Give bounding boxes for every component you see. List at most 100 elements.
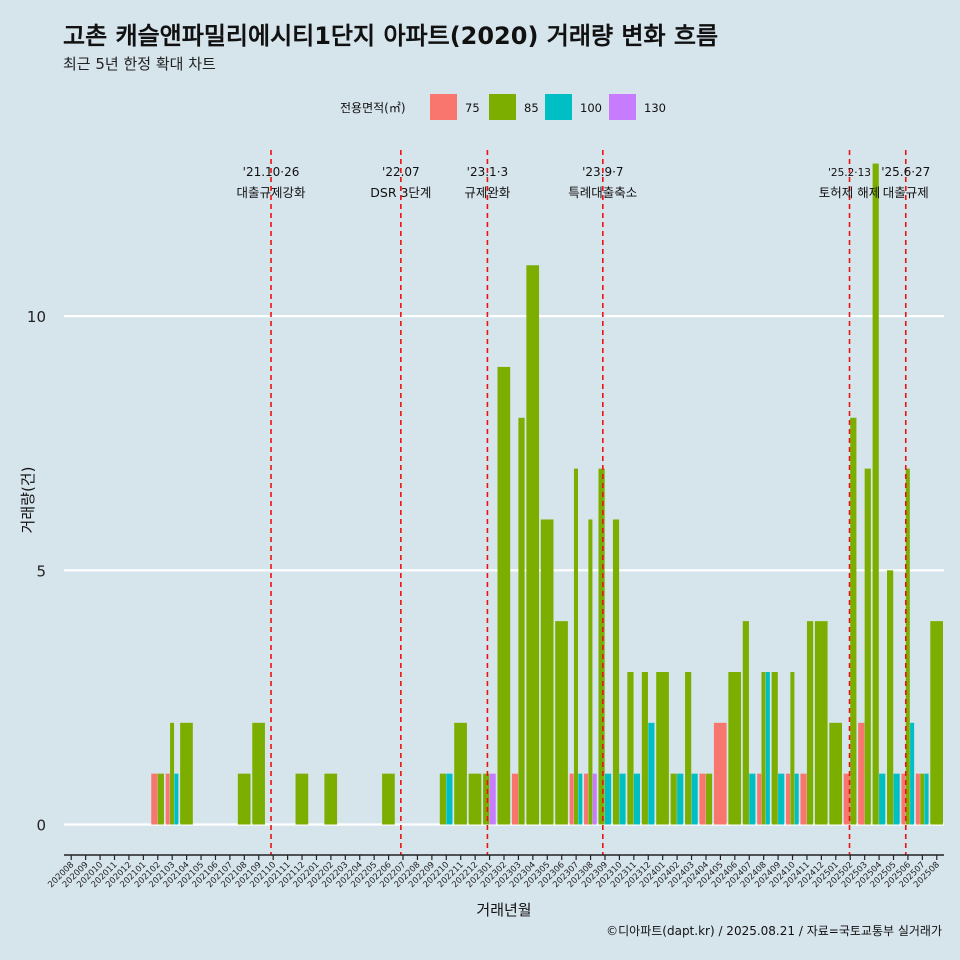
bar-100-202409	[778, 773, 785, 825]
bar-85-202409	[771, 671, 778, 825]
bar-100-202407	[749, 773, 756, 825]
bar-100-202312	[648, 722, 655, 825]
plot-area: '21.10·26 대출규제강화 '22.07 DSR 3단계 '23.1·3 규제완화 '…	[27, 150, 944, 890]
bar-100-202307	[578, 773, 583, 825]
bar-100-202408	[765, 671, 770, 825]
bar-85-202212	[468, 773, 482, 825]
footer-caption: ©디아파트(dapt.kr) / 2025.08.21 / 자료=국토교통부 실…	[606, 924, 942, 938]
bar-75-202404	[699, 773, 706, 825]
bar-100-202403	[691, 773, 698, 825]
event-label: DSR 3단계	[370, 185, 431, 200]
bar-85-202504	[872, 163, 879, 825]
bar-85-202310	[612, 519, 620, 825]
legend-title: 전용면적(㎡)	[340, 101, 406, 115]
bar-85-202507	[920, 773, 925, 825]
bar-75-202410	[786, 773, 791, 825]
bar-75-202308	[584, 773, 589, 825]
event-label: 대출규제	[883, 185, 929, 200]
legend-swatch-85	[489, 94, 516, 120]
event-date: '25.6·27	[881, 165, 930, 179]
bar-85-202302	[497, 366, 511, 825]
bar-75-202411	[800, 773, 807, 825]
bar-85-202104	[180, 722, 193, 825]
bar-100-202507	[924, 773, 929, 825]
event-label: 규제완화	[464, 185, 511, 200]
legend-label: 75	[465, 101, 480, 115]
legend-swatch-100	[545, 94, 572, 120]
event-date: '21.10·26	[243, 165, 300, 179]
bar-85-202506	[905, 468, 910, 825]
bar-100-202505	[893, 773, 900, 825]
bar-85-202102	[157, 773, 164, 825]
bar-85-202410	[790, 671, 795, 825]
legend-label: 85	[524, 101, 539, 115]
x-axis-label: 거래년월	[476, 901, 531, 919]
bar-100-202309	[604, 773, 612, 825]
bar-75-202303	[511, 773, 519, 825]
chart-subtitle: 최근 5년 한정 확대 차트	[63, 55, 216, 73]
event-label: 대출규제강화	[237, 185, 307, 200]
bar-85-202103	[170, 722, 175, 825]
bar-100-202410	[794, 773, 799, 825]
bar-85-202406	[728, 671, 742, 825]
legend-label: 130	[644, 101, 666, 115]
event-date: '23.9·7	[582, 165, 623, 179]
bar-85-202412	[814, 621, 828, 825]
bar-85-202304	[526, 265, 540, 825]
event-label: 특례대출축소	[568, 185, 637, 200]
bar-85-202206	[382, 773, 395, 825]
event-date: '25.2·13	[828, 167, 871, 179]
bar-85-202303	[518, 417, 525, 825]
bar-85-202403	[685, 671, 692, 825]
event-date: '22.07	[382, 165, 420, 179]
bar-75-202103	[165, 773, 170, 825]
bar-85-202312	[641, 671, 648, 825]
bar-85-202309	[598, 468, 605, 825]
bar-85-202108	[237, 773, 251, 825]
bar-100-202311	[633, 773, 641, 825]
bar-75-202405	[713, 722, 727, 825]
bar-85-202503	[864, 468, 871, 825]
bar-85-202404	[705, 773, 713, 825]
bar-100-202310	[619, 773, 626, 825]
bar-85-202307	[573, 468, 578, 825]
event-date: '23.1·3	[467, 165, 508, 179]
bar-85-202408	[761, 671, 766, 825]
bar-100-202210	[446, 773, 453, 825]
bar-100-202103	[174, 773, 179, 825]
bar-85-202109	[252, 722, 265, 825]
chart-title: 고촌 캐슬앤파밀리에시티1단지 아파트(2020) 거래량 변화 흐름	[63, 22, 718, 50]
bar-85-202301	[483, 773, 490, 825]
bar-75-202507	[915, 773, 920, 825]
bar-85-202502	[850, 417, 857, 825]
bar-85-202210	[439, 773, 446, 825]
legend-label: 100	[580, 101, 602, 115]
bar-85-202311	[627, 671, 634, 825]
bar-100-202506	[910, 722, 915, 825]
bar-100-202504	[879, 773, 886, 825]
bar-85-202202	[324, 773, 338, 825]
event-label: 토허제 해제	[819, 185, 880, 200]
bar-75-202503	[858, 722, 865, 825]
bar-85-202401	[656, 671, 669, 825]
y-tick-label: 0	[36, 816, 46, 834]
bar-75-202307	[569, 773, 574, 825]
bar-75-202408	[757, 773, 762, 825]
bar-85-202505	[887, 570, 894, 825]
bar-85-202501	[829, 722, 842, 825]
bar-75-202502	[843, 773, 850, 825]
bar-85-202508	[930, 621, 943, 825]
bar-85-202402	[670, 773, 677, 825]
legend: 전용면적(㎡) 75 85 100 130	[340, 94, 666, 120]
bar-85-202306	[555, 621, 568, 825]
legend-swatch-130	[609, 94, 636, 120]
bar-85-202112	[295, 773, 309, 825]
bar-130-202308	[592, 773, 597, 825]
bar-85-202411	[806, 621, 814, 825]
legend-swatch-75	[430, 94, 457, 120]
y-tick-label: 5	[36, 562, 46, 580]
bar-75-202506	[901, 773, 906, 825]
y-axis-label: 거래량(건)	[19, 467, 37, 534]
